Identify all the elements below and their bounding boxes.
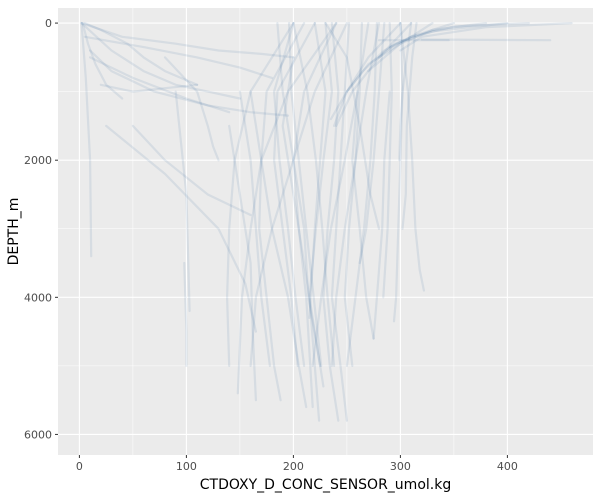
depth-profile-line — [249, 90, 308, 409]
y-tick-label: 0 — [45, 17, 52, 30]
depth-profile-line — [83, 35, 274, 79]
depth-profile-line — [329, 22, 434, 121]
depth-profile-line — [330, 22, 381, 367]
y-tick-label: 2000 — [24, 154, 52, 167]
depth-profile-line — [228, 124, 257, 402]
depth-profile-line — [276, 22, 322, 367]
depth-profile-line — [183, 261, 188, 367]
x-tick-label: 200 — [283, 460, 304, 473]
depth-profile-line — [420, 38, 552, 42]
depth-profile-line — [236, 22, 338, 395]
depth-profile-line — [273, 22, 316, 367]
y-tick-label: 6000 — [24, 428, 52, 441]
depth-profile-line — [367, 22, 488, 73]
depth-profile-line — [292, 22, 338, 409]
depth-profile-line — [382, 22, 393, 299]
grid-major-lines — [58, 8, 593, 455]
depth-profile-line — [398, 22, 413, 162]
grid-minor-lines — [58, 8, 593, 455]
depth-profile-line — [358, 22, 386, 265]
depth-profile-line — [399, 22, 425, 292]
depth-profile-line — [401, 22, 418, 230]
plot-panel — [58, 8, 593, 455]
depth-profile-line — [288, 22, 323, 367]
depth-profile-line — [308, 22, 327, 319]
x-axis-title: CTDOXY_D_CONC_SENSOR_umol.kg — [200, 477, 451, 493]
x-tick-label: 0 — [76, 460, 83, 473]
depth-profile-line — [292, 22, 336, 367]
y-axis-title: DEPTH_m — [6, 198, 22, 266]
depth-profile-line — [105, 124, 257, 333]
data-profiles — [80, 22, 573, 422]
depth-profile-line — [322, 22, 340, 422]
depth-profile-line — [308, 22, 333, 422]
depth-profile-line — [80, 22, 93, 258]
depth-profile-line — [258, 22, 306, 402]
depth-profile-line — [377, 22, 509, 59]
depth-profile-line — [89, 56, 231, 114]
x-axis: 0 100 200 300 400 — [76, 455, 518, 473]
depth-profile-line — [131, 124, 252, 217]
depth-profile-line — [311, 22, 370, 367]
depth-profile-line — [351, 90, 375, 340]
depth-profile-line — [174, 90, 191, 313]
depth-profile-line — [330, 22, 351, 422]
depth-profile-line — [343, 22, 363, 367]
depth-profile-line — [249, 22, 348, 367]
y-tick-label: 4000 — [24, 291, 52, 304]
depth-profile-line — [392, 22, 404, 323]
depth-profile-line — [324, 22, 381, 230]
depth-profile-line — [80, 22, 295, 59]
depth-profile-line — [163, 56, 220, 162]
depth-profile-line — [99, 83, 199, 93]
depth-profile-line — [238, 90, 271, 367]
depth-profile-line — [333, 22, 402, 127]
depth-profile-line — [273, 22, 306, 367]
depth-profile-line — [81, 22, 124, 100]
depth-profile-line — [335, 22, 413, 127]
x-tick-label: 300 — [390, 460, 411, 473]
depth-profile-line — [281, 56, 325, 388]
depth-profile-line — [226, 22, 295, 367]
x-tick-label: 400 — [497, 460, 518, 473]
depth-profile-line — [83, 22, 199, 86]
depth-profile-line — [80, 22, 241, 100]
depth-profile-line — [345, 22, 455, 93]
depth-profile-line — [345, 22, 378, 367]
depth-profile-line — [89, 49, 290, 117]
x-tick-label: 100 — [176, 460, 197, 473]
depth-profile-line — [388, 22, 530, 49]
depth-profile-line — [399, 22, 573, 52]
depth-profile-line — [372, 90, 391, 340]
y-axis: 0 2000 4000 6000 — [24, 17, 58, 441]
